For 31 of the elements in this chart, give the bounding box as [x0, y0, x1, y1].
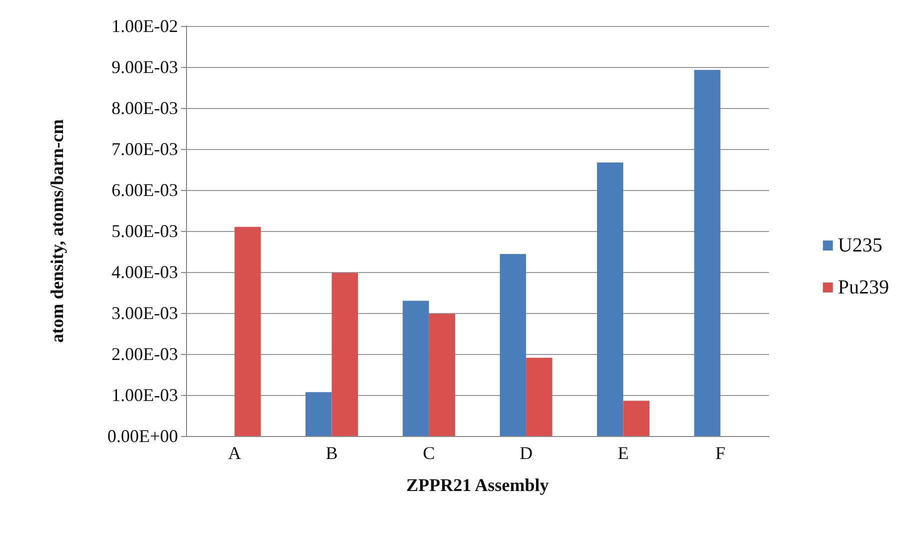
y-axis-title: atom density, atoms/barn-cm — [47, 119, 67, 343]
y-tick-label: 4.00E-03 — [112, 262, 178, 282]
legend-label: Pu239 — [838, 276, 889, 298]
bar — [428, 314, 456, 436]
x-tick-label: B — [326, 443, 338, 463]
x-tick-label: F — [715, 443, 726, 463]
y-tick-label: 1.00E-02 — [112, 16, 178, 36]
bar — [500, 254, 526, 436]
y-tick-label: 0.00E+00 — [107, 426, 178, 446]
x-axis-title: ZPPR21 Assembly — [406, 475, 549, 495]
y-tick-label: 2.00E-03 — [112, 344, 178, 364]
y-tick-label: 9.00E-03 — [112, 57, 178, 77]
y-tick-label: 6.00E-03 — [112, 180, 178, 200]
bar — [402, 300, 429, 436]
bar — [234, 226, 261, 436]
x-tick-label: C — [422, 443, 435, 463]
x-tick-label: A — [228, 443, 242, 463]
bar — [694, 70, 720, 436]
y-tick-label: 1.00E-03 — [112, 385, 178, 405]
y-tick-label: 8.00E-03 — [112, 98, 178, 118]
y-tick-label: 3.00E-03 — [112, 303, 178, 323]
legend-label: U235 — [838, 234, 882, 256]
y-tick-label: 7.00E-03 — [112, 139, 178, 159]
bar — [623, 400, 650, 436]
bar — [306, 392, 332, 436]
bar — [597, 162, 624, 436]
x-tick-label: E — [618, 443, 629, 463]
x-tick-label: D — [520, 443, 533, 463]
y-tick-label: 5.00E-03 — [112, 221, 178, 241]
bar — [526, 358, 552, 436]
bar — [332, 272, 358, 436]
